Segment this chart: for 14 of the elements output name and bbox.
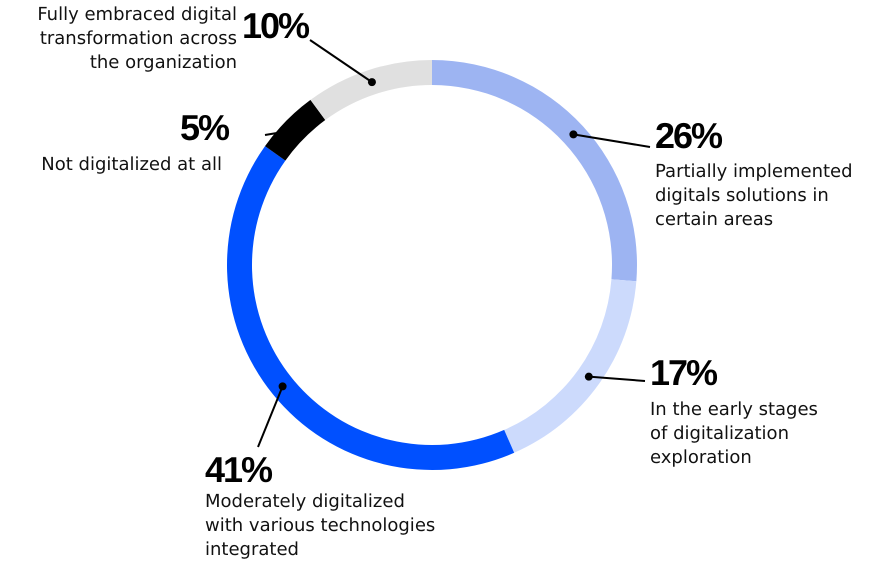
- data-label: 17%: [650, 352, 718, 393]
- slice-label: In the early stages of digitalization exploration: [650, 399, 818, 468]
- data-label: 26%: [655, 115, 724, 156]
- slice-label: Fully embraced digital transformation across the organization: [37, 4, 237, 73]
- data-label: 41%: [205, 449, 274, 490]
- slice-label: Moderately digitalized with various technologies integrated: [205, 491, 436, 560]
- donut-slice: [310, 60, 432, 120]
- data-label: 10%: [242, 5, 310, 46]
- donut-slice: [432, 60, 637, 282]
- donut-slice: [265, 100, 326, 161]
- slice-label: Partially implemented digitals solutions in certain areas: [655, 161, 853, 230]
- donut-slice: [504, 279, 636, 453]
- data-label: 5%: [180, 107, 230, 148]
- slice-label: Not digitalized at all: [41, 154, 222, 175]
